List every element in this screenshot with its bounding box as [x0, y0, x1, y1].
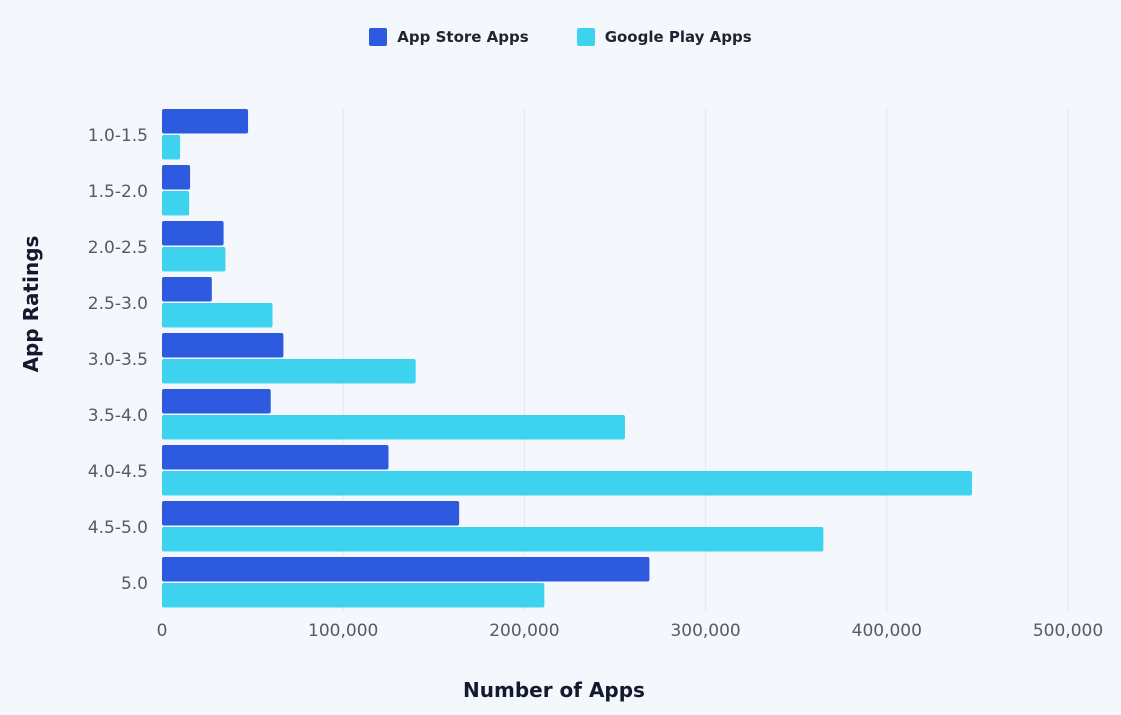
bar-app-store-5.0[interactable] — [162, 557, 650, 582]
y-tick-label: 1.0-1.5 — [88, 126, 148, 146]
legend-swatch-app-store — [369, 28, 388, 46]
x-tick-label: 500,000 — [1033, 621, 1103, 641]
y-tick-label: 2.0-2.5 — [88, 238, 148, 258]
bar-app-store-1.5-2.0[interactable] — [162, 165, 191, 190]
bar-app-store-1.0-1.5[interactable] — [162, 109, 249, 134]
x-tick-label: 400,000 — [852, 621, 922, 641]
x-tick-labels: 0 100,000 200,000 300,000 400,000 500,000 — [157, 621, 1104, 641]
bar-google-play-3.0-3.5[interactable] — [162, 359, 416, 384]
bar-app-store-3.0-3.5[interactable] — [162, 333, 284, 358]
legend-label-google-play: Google Play Apps — [604, 28, 752, 46]
y-tick-label: 4.0-4.5 — [88, 462, 148, 482]
x-tick-label: 0 — [157, 621, 168, 641]
x-axis-title: Number of Apps — [463, 678, 645, 702]
x-tick-label: 100,000 — [308, 621, 378, 641]
bar-google-play-4.5-5.0[interactable] — [162, 527, 824, 552]
legend-label-app-store: App Store Apps — [397, 28, 529, 46]
y-tick-label: 3.0-3.5 — [88, 350, 148, 370]
y-tick-label: 1.5-2.0 — [88, 182, 148, 202]
bar-google-play-1.0-1.5[interactable] — [162, 135, 181, 160]
bar-google-play-1.5-2.0[interactable] — [162, 191, 190, 216]
bar-google-play-2.5-3.0[interactable] — [162, 303, 273, 328]
x-tick-label: 300,000 — [670, 621, 740, 641]
y-tick-labels: 1.0-1.5 1.5-2.0 2.0-2.5 2.5-3.0 3.0-3.5 3.5-4… — [88, 126, 148, 594]
bar-google-play-3.5-4.0[interactable] — [162, 415, 625, 440]
y-tick-label: 5.0 — [121, 574, 148, 594]
legend-item-google-play[interactable]: Google Play Apps — [576, 28, 752, 46]
legend: App Store Apps Google Play Apps — [0, 28, 1121, 46]
bar-app-store-2.5-3.0[interactable] — [162, 277, 212, 302]
y-tick-label: 2.5-3.0 — [88, 294, 148, 314]
legend-item-app-store[interactable]: App Store Apps — [369, 28, 529, 46]
bar-google-play-2.0-2.5[interactable] — [162, 247, 226, 272]
bar-app-store-3.5-4.0[interactable] — [162, 389, 271, 414]
bar-google-play-4.0-4.5[interactable] — [162, 471, 972, 496]
y-tick-label: 4.5-5.0 — [88, 518, 148, 538]
bar-google-play-5.0[interactable] — [162, 583, 545, 608]
bar-app-store-2.0-2.5[interactable] — [162, 221, 224, 246]
bar-app-store-4.5-5.0[interactable] — [162, 501, 460, 526]
bars — [162, 109, 972, 608]
bar-app-store-4.0-4.5[interactable] — [162, 445, 389, 470]
y-axis-title: App Ratings — [19, 236, 43, 373]
legend-swatch-google-play — [576, 28, 595, 46]
y-tick-label: 3.5-4.0 — [88, 406, 148, 426]
x-tick-label: 200,000 — [489, 621, 559, 641]
